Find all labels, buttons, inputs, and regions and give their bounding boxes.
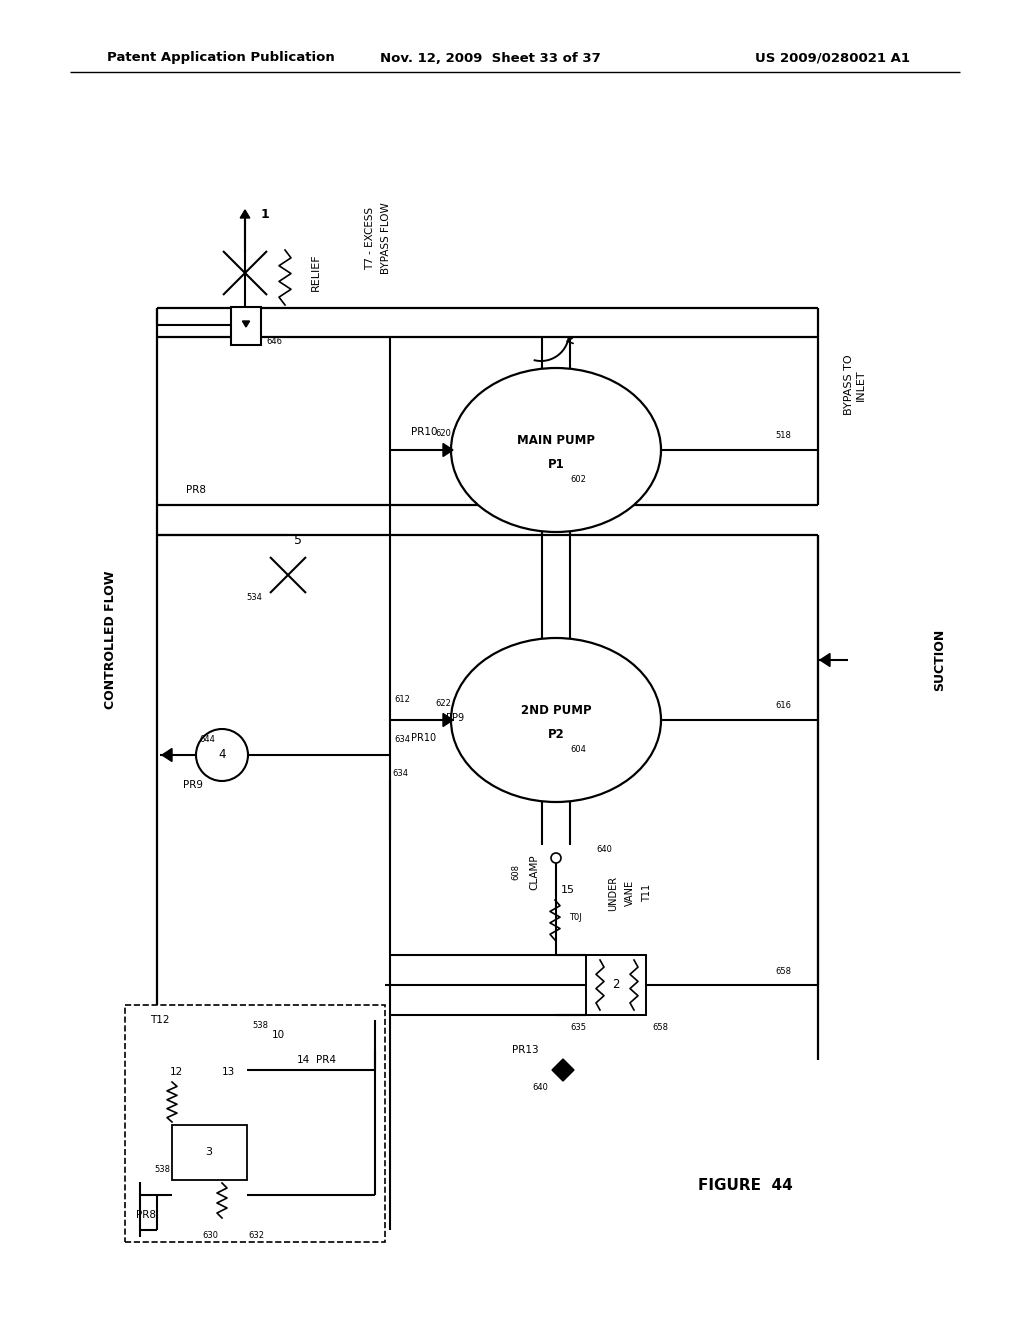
Text: RELIEF: RELIEF [311,253,321,290]
Text: 2ND PUMP: 2ND PUMP [520,704,591,717]
Text: 644: 644 [199,735,215,744]
Text: PR8: PR8 [136,1210,156,1220]
Text: Nov. 12, 2009  Sheet 33 of 37: Nov. 12, 2009 Sheet 33 of 37 [380,51,600,65]
Text: 13: 13 [221,1067,234,1077]
Text: 620: 620 [435,429,451,438]
Text: 616: 616 [775,701,791,710]
Text: PR13: PR13 [512,1045,539,1055]
Text: 538: 538 [252,1020,268,1030]
Text: 534: 534 [246,594,262,602]
Text: BYPASS FLOW: BYPASS FLOW [381,202,391,273]
Polygon shape [443,444,453,457]
Bar [231,308,261,345]
Text: 622: 622 [435,700,451,709]
Polygon shape [241,210,250,218]
Text: 538: 538 [154,1166,170,1175]
Text: 12: 12 [169,1067,182,1077]
Text: T0J: T0J [568,913,582,923]
Text: 640: 640 [532,1084,548,1093]
Ellipse shape [451,368,662,532]
Text: 1: 1 [261,209,269,222]
Text: 14: 14 [296,1055,309,1065]
FancyBboxPatch shape [125,1005,385,1242]
Text: PR10: PR10 [411,426,437,437]
Text: P2: P2 [548,727,564,741]
Bar [172,1125,247,1180]
Text: T12: T12 [151,1015,170,1026]
Text: US 2009/0280021 A1: US 2009/0280021 A1 [755,51,910,65]
Polygon shape [243,321,250,327]
Text: 658: 658 [775,966,791,975]
Text: PR9: PR9 [183,780,203,789]
Text: T11: T11 [642,884,652,902]
Text: 2: 2 [612,978,620,991]
Text: MAIN PUMP: MAIN PUMP [517,433,595,446]
Text: PR10: PR10 [412,733,436,743]
Text: T7 - EXCESS: T7 - EXCESS [365,206,375,269]
Text: 10: 10 [271,1030,285,1040]
Text: P1: P1 [548,458,564,470]
Text: 640: 640 [596,846,612,854]
Text: 518: 518 [775,432,791,441]
Text: CLAMP: CLAMP [529,854,539,890]
Text: 3: 3 [206,1147,213,1158]
Text: UNDER: UNDER [608,875,618,911]
Text: 634: 634 [392,768,408,777]
Polygon shape [162,748,172,762]
Text: 15: 15 [561,884,575,895]
Bar [586,954,646,1015]
Text: 4: 4 [218,748,225,762]
Text: 5: 5 [294,533,302,546]
Text: Patent Application Publication: Patent Application Publication [106,51,335,65]
Text: PP9: PP9 [445,713,464,723]
Text: 634: 634 [394,735,410,744]
Text: PR4: PR4 [316,1055,336,1065]
Text: 612: 612 [394,696,410,705]
Polygon shape [552,1059,574,1081]
Text: CONTROLLED FLOW: CONTROLLED FLOW [103,570,117,709]
Text: 608: 608 [512,865,520,880]
Text: VANE: VANE [625,880,635,906]
Polygon shape [443,714,453,726]
Text: 635: 635 [570,1023,586,1032]
Circle shape [551,853,561,863]
Circle shape [196,729,248,781]
Ellipse shape [451,638,662,803]
Text: 646: 646 [266,338,282,346]
Text: 630: 630 [202,1230,218,1239]
Text: SUCTION: SUCTION [934,628,946,692]
Polygon shape [820,653,830,667]
Text: FIGURE  44: FIGURE 44 [697,1177,793,1192]
Text: 604: 604 [570,746,586,755]
Text: BYPASS TO
INLET: BYPASS TO INLET [844,355,866,416]
Text: 658: 658 [652,1023,668,1032]
Text: 632: 632 [248,1230,264,1239]
Text: PR8: PR8 [186,484,206,495]
Text: 602: 602 [570,475,586,484]
